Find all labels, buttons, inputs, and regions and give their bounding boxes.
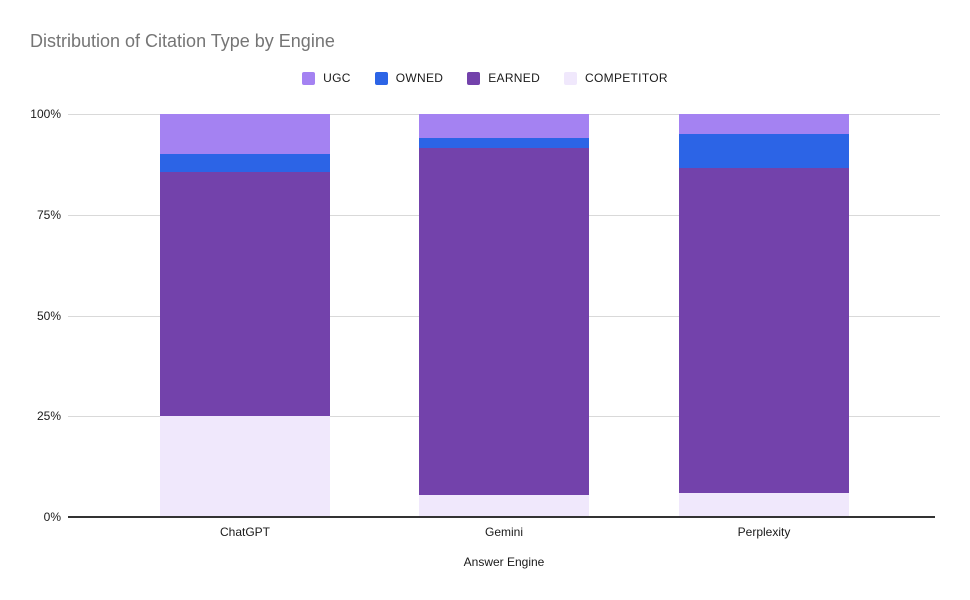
- bar-perplexity: [679, 114, 849, 517]
- y-tick-100: 100%: [30, 107, 61, 121]
- legend-label-ugc: UGC: [323, 71, 351, 85]
- legend-item-earned: EARNED: [467, 71, 540, 85]
- x-axis-title: Answer Engine: [463, 555, 545, 569]
- axis-line: [68, 516, 935, 518]
- bar-segment-competitor: [160, 416, 330, 517]
- legend-item-competitor: COMPETITOR: [564, 71, 668, 85]
- bar-chatgpt: [160, 114, 330, 517]
- y-tick-0: 0%: [43, 510, 61, 524]
- bar-segment-ugc: [679, 114, 849, 135]
- y-tick-25: 25%: [36, 409, 61, 424]
- legend-item-owned: OWNED: [374, 71, 444, 85]
- y-tick-50: 50%: [36, 308, 61, 323]
- bar-segment-owned: [419, 138, 589, 149]
- bar-segment-earned: [419, 148, 589, 495]
- bar-segment-ugc: [160, 114, 330, 155]
- legend-swatch-competitor: [564, 71, 578, 85]
- x-axis-label-perplexity: Perplexity: [737, 525, 791, 539]
- bar-segment-owned: [679, 134, 849, 169]
- bar-segment-competitor: [679, 492, 849, 517]
- bar-gemini: [419, 114, 589, 517]
- legend-label-owned: OWNED: [395, 71, 444, 85]
- legend-item-ugc: UGC: [302, 71, 351, 85]
- plot-area: 100% 75% 50% 25% 0% ChatGPT Gemini Perplex…: [30, 107, 940, 539]
- legend-label-earned: EARNED: [488, 71, 541, 85]
- chart-title: Distribution of Citation Type by Engine: [30, 31, 335, 51]
- bar-segment-earned: [679, 168, 849, 493]
- x-axis-label-gemini: Gemini: [484, 525, 524, 539]
- bar-segment-earned: [160, 172, 330, 417]
- x-axis-label-chatgpt: ChatGPT: [219, 525, 271, 539]
- legend-swatch-owned: [374, 71, 388, 85]
- legend: UGC OWNED EARNED COMPETITOR: [0, 71, 970, 85]
- bar-segment-competitor: [419, 494, 589, 517]
- legend-swatch-ugc: [302, 71, 316, 85]
- legend-swatch-earned: [467, 71, 481, 85]
- legend-label-competitor: COMPETITOR: [585, 71, 668, 85]
- bar-segment-ugc: [419, 114, 589, 139]
- y-tick-75: 75%: [36, 207, 61, 222]
- bar-segment-owned: [160, 154, 330, 173]
